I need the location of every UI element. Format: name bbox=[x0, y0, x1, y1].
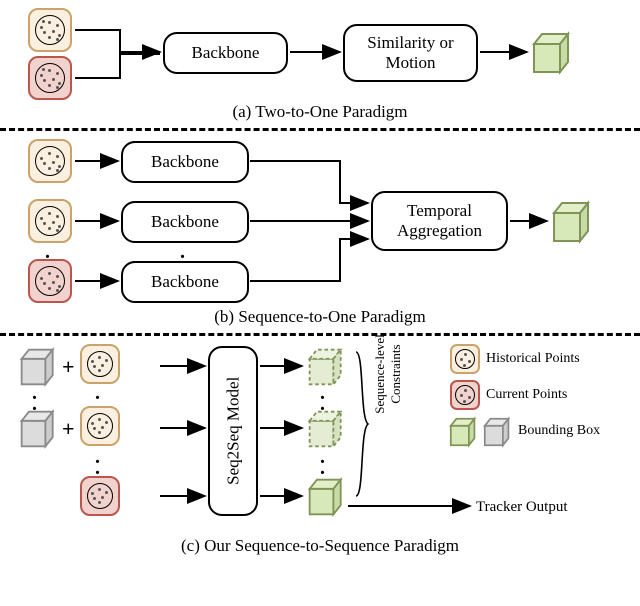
backbone-b1: Backbone bbox=[121, 141, 249, 183]
caption-c: (c) Our Sequence-to-Sequence Paradigm bbox=[0, 534, 640, 562]
simmot-label: Similarity or Motion bbox=[367, 33, 453, 72]
temporal-box: Temporal Aggregation bbox=[371, 191, 508, 251]
output-cube-a bbox=[530, 30, 576, 76]
legend-bbox-label: Bounding Box bbox=[518, 424, 600, 438]
panel-b: ... Backbone Backbone ... Backbone Tempo… bbox=[0, 131, 640, 333]
pc-historical-c2 bbox=[80, 406, 120, 446]
backbone-b2: Backbone bbox=[121, 201, 249, 243]
legend-historical-label: Historical Points bbox=[486, 352, 580, 366]
inbox-gray-1 bbox=[18, 346, 60, 388]
legend-historical-icon bbox=[450, 344, 480, 374]
panel-c: + ... ... + ... Seq2Seq Model ... ... bbox=[0, 336, 640, 562]
trackerout-label: Tracker Output bbox=[476, 499, 568, 516]
backbone-b3: Backbone bbox=[121, 261, 249, 303]
seqconstraints-label: Sequence-level Constraints bbox=[372, 334, 404, 413]
pc-current-a bbox=[28, 56, 72, 100]
caption-a: (a) Two-to-One Paradigm bbox=[0, 100, 640, 128]
inbox-gray-2 bbox=[18, 408, 60, 450]
pc-historical-b1 bbox=[28, 139, 72, 183]
pc-historical-b2 bbox=[28, 199, 72, 243]
legend-current-label: Current Points bbox=[486, 388, 567, 402]
caption-b: (b) Sequence-to-One Paradigm bbox=[0, 305, 640, 333]
legend-bbox-green bbox=[448, 416, 480, 448]
outbox-dashed-1 bbox=[306, 346, 348, 388]
pc-historical-a bbox=[28, 8, 72, 52]
pc-current-c bbox=[80, 476, 120, 516]
backbone-a-label: Backbone bbox=[192, 43, 260, 63]
seq2seq-label: Seq2Seq Model bbox=[223, 377, 243, 485]
pc-historical-c1 bbox=[80, 344, 120, 384]
backbone-a: Backbone bbox=[163, 32, 288, 74]
seq2seq-box: Seq2Seq Model bbox=[208, 346, 258, 516]
outbox-dashed-2 bbox=[306, 408, 348, 450]
output-cube-b bbox=[550, 199, 596, 245]
seq-brace bbox=[352, 350, 370, 498]
plus-2: + bbox=[62, 416, 75, 442]
panel-a: Backbone Similarity or Motion (a) Two-to… bbox=[0, 0, 640, 128]
legend-current-icon bbox=[450, 380, 480, 410]
plus-1: + bbox=[62, 354, 75, 380]
arrows-b bbox=[0, 131, 640, 309]
legend-bbox-gray bbox=[482, 416, 514, 448]
outbox-solid bbox=[306, 476, 348, 518]
pc-current-b bbox=[28, 259, 72, 303]
simmot-box: Similarity or Motion bbox=[343, 24, 478, 82]
